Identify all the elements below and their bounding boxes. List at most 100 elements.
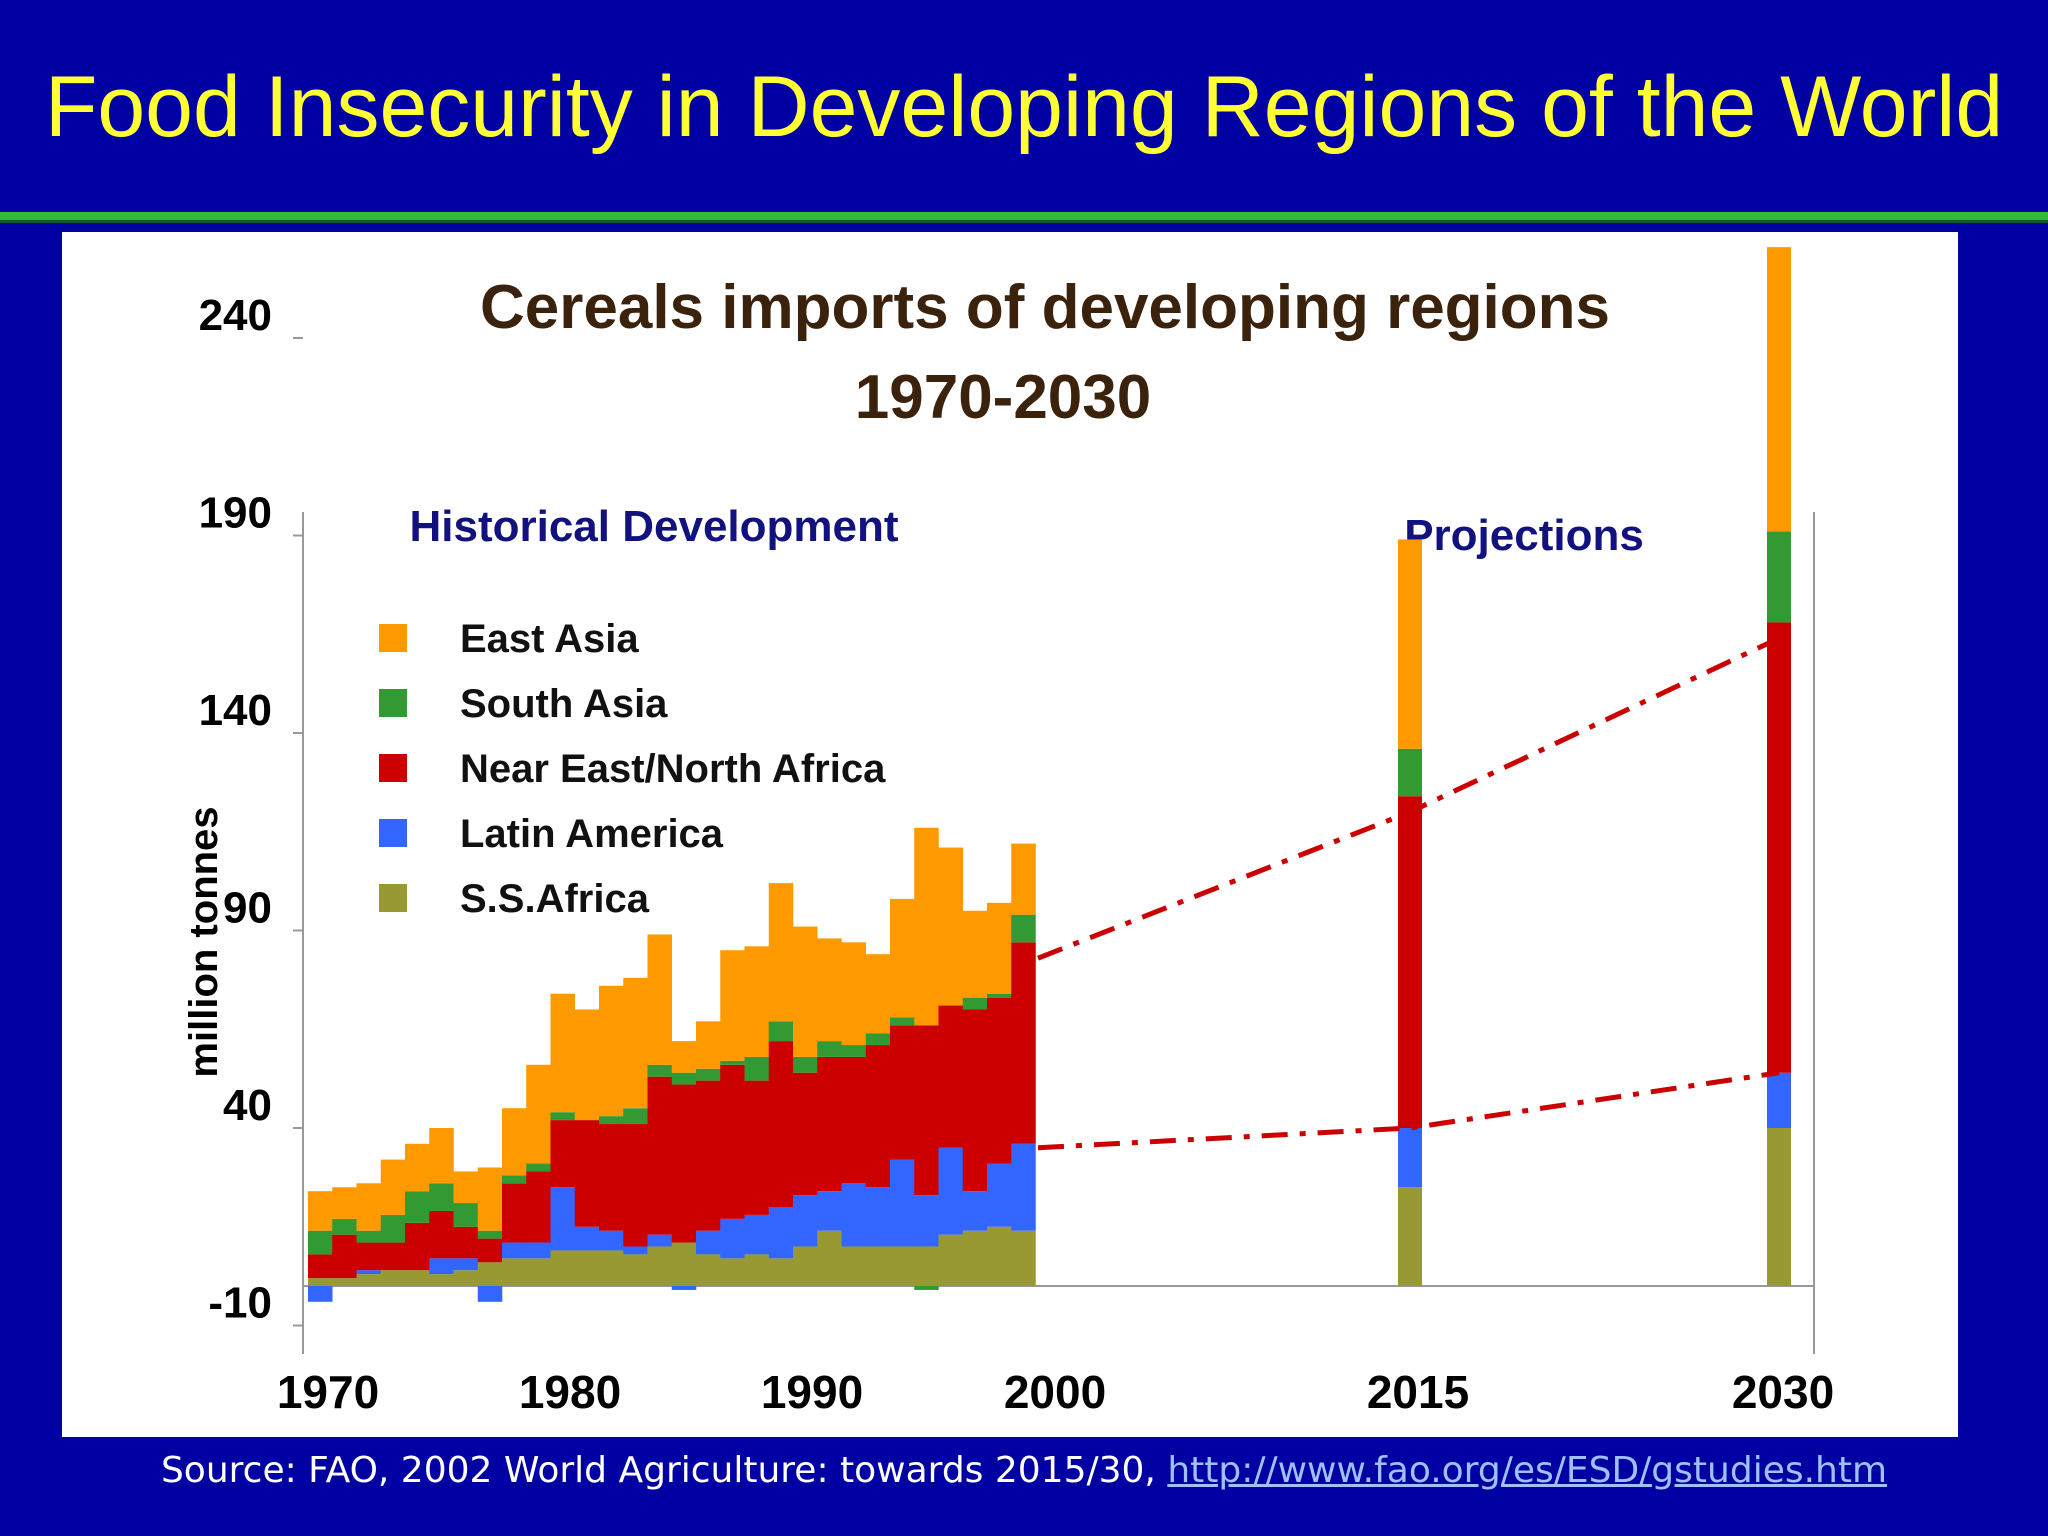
bar-segment (841, 1246, 866, 1286)
bar-segment (768, 883, 794, 1022)
bar-segment (696, 1230, 721, 1255)
bar-segment (987, 993, 1012, 998)
bar-segment (429, 1274, 454, 1286)
bar-segment (1767, 247, 1791, 532)
y-tick-label: 190 (199, 489, 272, 538)
bar-segment (841, 942, 866, 1046)
bar-segment (647, 934, 672, 1065)
bar-segment (962, 997, 988, 1010)
bar-segment (647, 1076, 672, 1235)
y-tick-label: 40 (223, 1081, 272, 1130)
bar-segment (1011, 1230, 1036, 1286)
legend-label: East Asia (460, 617, 639, 661)
bar-segment (453, 1226, 478, 1259)
legend-label: Near East/North Africa (460, 747, 886, 791)
bar-segment (356, 1183, 381, 1231)
chart-title: Cereals imports of developing regions (480, 273, 1610, 342)
bar-segment (671, 1242, 697, 1286)
bar-segment (938, 1005, 963, 1148)
bar-segment (405, 1143, 430, 1192)
bar-segment (987, 997, 1012, 1164)
bar-segment (914, 827, 939, 1026)
bar-segment (574, 1120, 600, 1227)
bar-segment (1767, 1128, 1791, 1286)
bar-segment (453, 1258, 478, 1271)
bar-segment (671, 1084, 697, 1243)
bar-segment (1767, 622, 1791, 1073)
bar-segment (599, 1116, 624, 1125)
legend-label: South Asia (460, 682, 668, 726)
bar-segment (987, 1163, 1012, 1227)
bar-segment (865, 1033, 891, 1046)
bar-segment (768, 1021, 794, 1042)
bar-segment (308, 1191, 333, 1231)
bar-segment (526, 1242, 551, 1259)
bar-segment (526, 1163, 551, 1172)
bar-segment (817, 1230, 842, 1286)
bar-segment (356, 1274, 381, 1286)
axes-layer: -10 40 90 140 190 240 1970 1980 1990 2000 2015 2030 (199, 291, 1835, 1418)
bar-segment (502, 1108, 527, 1176)
bar-segment (308, 1278, 333, 1286)
bar-segment (793, 1072, 818, 1196)
bar-segment (574, 1009, 600, 1121)
bar-segment (671, 1072, 697, 1085)
x-tick-label: 2000 (1004, 1366, 1106, 1418)
bar-segment (550, 1120, 575, 1188)
bar-segment (623, 1246, 648, 1255)
bar-segment (308, 1286, 333, 1302)
bar-segment (914, 1025, 939, 1196)
bar-segment (720, 1060, 745, 1065)
bar-segment (550, 1187, 575, 1251)
bar-segment (768, 1207, 794, 1259)
bar-segment (623, 1124, 648, 1247)
bar-segment (380, 1159, 406, 1215)
source-note: Source: FAO, 2002 World Agriculture: tow… (0, 1450, 2048, 1491)
bar-segment (380, 1270, 406, 1286)
x-tick-label: 2030 (1732, 1366, 1834, 1418)
bar-segment (453, 1171, 478, 1204)
bar-segment (332, 1187, 357, 1219)
x-tick-label: 1990 (761, 1366, 863, 1418)
bar-segment (623, 1108, 648, 1125)
bar-segment (599, 1124, 624, 1231)
bar-segment (865, 954, 891, 1034)
bar-segment (1398, 748, 1422, 797)
bar-segment (938, 1234, 963, 1286)
bar-segment (987, 902, 1012, 994)
bar-segment (623, 977, 648, 1109)
legend-swatch (379, 884, 407, 912)
bar-segment (865, 1246, 891, 1286)
bar-segment (671, 1041, 697, 1073)
bar-segment (308, 1254, 333, 1279)
bar-segment (356, 1242, 381, 1271)
bar-segment (890, 1017, 915, 1026)
bar-segment (380, 1214, 406, 1243)
x-tick-label: 2015 (1367, 1366, 1469, 1418)
y-axis-label: million tonnes (182, 806, 226, 1077)
bar-segment (623, 1254, 648, 1286)
bar-segment (550, 1112, 575, 1121)
source-link[interactable]: http://www.fao.org/es/ESD/gstudies.htm (1167, 1450, 1888, 1491)
legend-swatch (379, 819, 407, 847)
bar-segment (817, 1041, 842, 1057)
bar-segment (987, 1226, 1012, 1286)
bar-segment (817, 1056, 842, 1192)
bar-segment (647, 1064, 672, 1077)
bar-segment (1011, 1143, 1036, 1231)
bar-segment (380, 1242, 406, 1271)
bar-segment (962, 910, 988, 998)
bar-segment (502, 1258, 527, 1286)
bar-segment (890, 898, 915, 1018)
bar-segment (841, 1056, 866, 1184)
bar-segment (696, 1021, 721, 1069)
bar-segment (890, 1246, 915, 1286)
y-tick-label: -10 (208, 1279, 272, 1328)
bar-segment (356, 1270, 381, 1275)
legend: East Asia South Asia Near East/North Afric… (379, 617, 886, 921)
bar-segment (817, 938, 842, 1042)
bar-segment (744, 1080, 769, 1215)
bar-segment (696, 1254, 721, 1286)
bar-segment (914, 1286, 939, 1290)
bar-segment (938, 1147, 963, 1235)
